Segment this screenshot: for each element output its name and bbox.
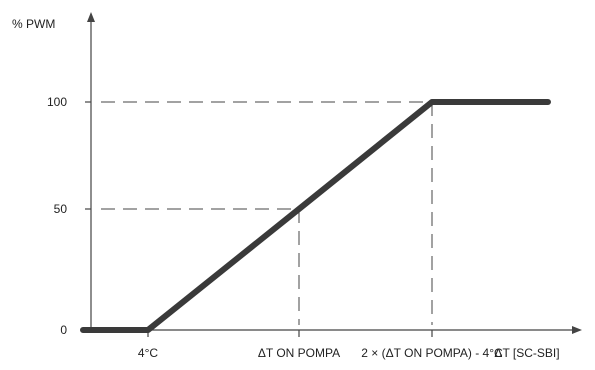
y-axis-arrow [87, 12, 95, 22]
x-tick-label-4c: 4°C [138, 346, 158, 360]
y-tick-label-50: 50 [54, 202, 68, 216]
x-axis-label: ΔT [SC-SBI] [494, 346, 559, 360]
y-axis-label: % PWM [12, 17, 55, 31]
y-tick-label-100: 100 [47, 95, 67, 109]
x-tick-label-dt-on: ΔT ON POMPA [258, 346, 340, 360]
pwm-curve [80, 99, 551, 333]
x-axis-arrow [572, 326, 582, 334]
x-tick-label-2x: 2 × (ΔT ON POMPA) - 4°C [361, 346, 503, 360]
y-tick-label-0: 0 [60, 323, 67, 337]
